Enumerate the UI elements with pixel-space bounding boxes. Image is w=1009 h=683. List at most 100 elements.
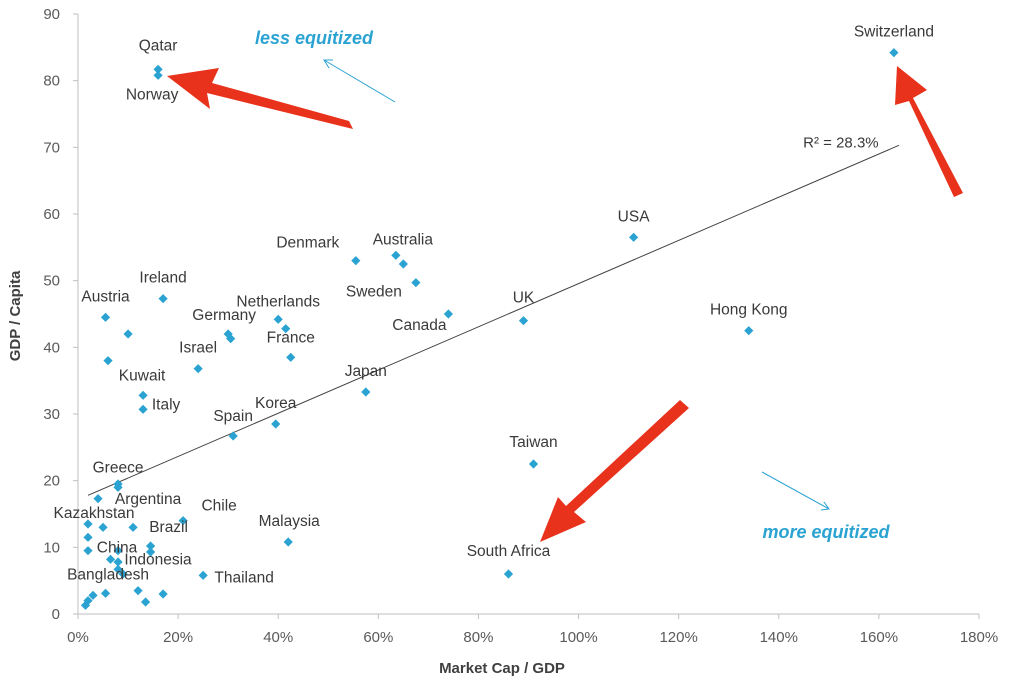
- data-point: [83, 532, 93, 542]
- data-point: [98, 522, 108, 532]
- data-point: [518, 316, 529, 326]
- data-point: [138, 390, 148, 400]
- axes: 0% 20% 40% 60% 80% 100% 120% 140% 160% 180% 0 10 20…: [43, 6, 998, 646]
- data-point: [145, 547, 156, 557]
- point-label: Chile: [201, 498, 236, 515]
- x-tick-label: 20%: [163, 629, 193, 646]
- data-point: [744, 326, 754, 336]
- point-label: Netherlands: [236, 293, 320, 310]
- data-point: [113, 479, 123, 489]
- data-point: [113, 564, 123, 574]
- point-label: China: [97, 540, 138, 557]
- y-tick-label: 70: [43, 139, 60, 156]
- x-tick-label: 140%: [760, 629, 798, 646]
- point-label: Japan: [345, 363, 387, 380]
- point-label: Indonesia: [124, 551, 192, 568]
- trendline: [87, 144, 900, 496]
- x-tick-label: 0%: [67, 629, 89, 646]
- data-point: [889, 48, 899, 58]
- point-label: France: [267, 329, 315, 346]
- point-label: Spain: [213, 408, 253, 425]
- x-tick-label: 100%: [559, 629, 597, 646]
- data-point: [153, 70, 163, 80]
- x-axis-title: Market Cap / GDP: [439, 660, 565, 677]
- x-tick-label: 120%: [659, 629, 697, 646]
- data-point: [193, 364, 203, 374]
- data-point: [398, 259, 408, 269]
- y-axis-ticks: 0 10 20 30 40 50 60 70 80 90: [43, 6, 78, 623]
- red-arrow-switzerland: [895, 66, 963, 197]
- y-tick-label: 60: [43, 206, 60, 223]
- point-label: Norway: [126, 86, 179, 103]
- x-tick-label: 180%: [960, 629, 998, 646]
- red-arrow-qatar: [167, 68, 353, 129]
- data-point: [283, 537, 293, 547]
- point-label: South Africa: [467, 543, 551, 560]
- point-label: Sweden: [346, 284, 402, 301]
- less-equitized-annotation: less equitized: [255, 28, 374, 48]
- point-label: Greece: [93, 459, 144, 476]
- data-point: [128, 522, 138, 532]
- point-label: Kazakhstan: [54, 505, 135, 522]
- point-label: Brazil: [149, 519, 188, 536]
- data-point: [411, 278, 421, 288]
- point-label: Taiwan: [509, 434, 557, 451]
- point-label: Hong Kong: [710, 302, 788, 319]
- point-label: Ireland: [139, 270, 186, 287]
- point-label: Austria: [81, 288, 130, 305]
- data-point: [105, 554, 116, 564]
- data-point: [145, 541, 156, 551]
- less-equitized-arrowhead: [323, 59, 333, 69]
- y-tick-label: 0: [52, 606, 60, 623]
- more-equitized-arrow: [761, 471, 830, 510]
- y-tick-label: 50: [43, 273, 60, 290]
- point-label: Korea: [255, 395, 297, 412]
- data-point: [153, 64, 163, 74]
- r-squared-label: R² = 28.3%: [803, 134, 878, 151]
- data-point: [351, 256, 361, 266]
- data-point: [443, 309, 454, 319]
- data-point: [93, 494, 103, 504]
- point-label: Australia: [373, 231, 434, 248]
- data-point: [83, 546, 93, 556]
- data-point: [273, 314, 283, 324]
- data-point: [228, 431, 238, 441]
- x-tick-label: 80%: [463, 629, 493, 646]
- y-tick-label: 80: [43, 73, 60, 90]
- data-point: [629, 232, 639, 242]
- point-label: UK: [513, 290, 535, 307]
- data-point: [198, 570, 208, 580]
- point-label: Bangladesh: [67, 566, 149, 583]
- data-point: [503, 569, 514, 579]
- data-point: [83, 519, 93, 529]
- point-label: Qatar: [139, 37, 178, 54]
- x-axis-ticks: 0% 20% 40% 60% 80% 100% 120% 140% 160% 180%: [67, 614, 998, 646]
- data-point: [140, 597, 151, 607]
- data-point: [80, 600, 91, 610]
- point-label: USA: [618, 208, 651, 225]
- x-tick-label: 40%: [263, 629, 293, 646]
- point-labels: Qatar Norway Switzerland USA Denmark Australi…: [54, 24, 934, 587]
- more-equitized-annotation: more equitized: [762, 522, 890, 542]
- data-point: [123, 329, 133, 339]
- data-point: [100, 312, 111, 322]
- y-tick-label: 40: [43, 339, 60, 356]
- point-label: Malaysia: [259, 513, 321, 530]
- data-point: [361, 387, 371, 397]
- point-label: Canada: [392, 317, 447, 334]
- x-tick-label: 160%: [860, 629, 898, 646]
- point-label: Italy: [152, 396, 181, 413]
- data-point: [178, 516, 188, 526]
- point-label: Denmark: [276, 235, 339, 252]
- data-point: [528, 459, 539, 469]
- y-axis-title: GDP / Capita: [7, 270, 24, 361]
- data-point: [226, 334, 236, 344]
- data-point: [281, 324, 291, 334]
- y-tick-label: 90: [43, 6, 60, 23]
- data-point: [158, 589, 168, 599]
- data-point: [88, 590, 98, 600]
- point-label: Thailand: [214, 569, 273, 586]
- y-tick-label: 30: [43, 406, 60, 423]
- point-label: Germany: [192, 307, 256, 324]
- x-tick-label: 60%: [363, 629, 393, 646]
